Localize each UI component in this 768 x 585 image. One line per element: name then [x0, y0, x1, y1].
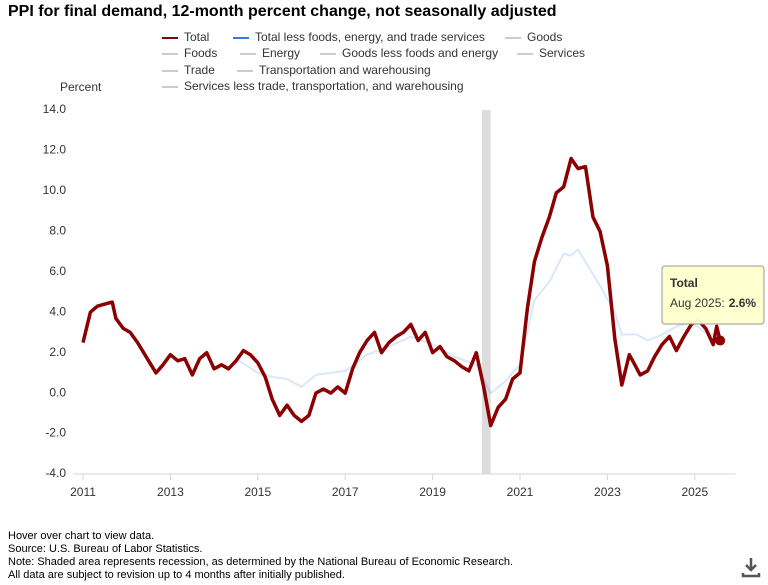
legend-label: Services	[539, 46, 585, 60]
hover-marker	[715, 335, 726, 346]
y-axis-label: Percent	[60, 80, 102, 94]
footnote: Note: Shaded area represents recession, …	[8, 556, 513, 568]
x-tick-label: 2021	[507, 485, 534, 499]
y-tick-label: -4.0	[45, 466, 66, 480]
download-glyph	[741, 558, 761, 578]
x-tick-label: 2011	[70, 485, 96, 499]
recession-band	[481, 110, 491, 474]
tooltip-box	[661, 265, 765, 325]
legend-label: Total less foods, energy, and trade serv…	[255, 30, 485, 44]
series-line	[81, 156, 722, 428]
y-tick-label: 12.0	[43, 143, 67, 157]
footnote: Hover over chart to view data.	[8, 530, 154, 542]
x-tick-label: 2017	[332, 485, 359, 499]
y-tick-label: 10.0	[43, 183, 67, 197]
tooltip-value: 2.6%	[729, 296, 757, 310]
legend-label: Total	[184, 30, 209, 44]
legend-item[interactable]: Energy	[240, 46, 300, 60]
y-tick-label: 2.0	[49, 345, 66, 359]
legend-label: Transportation and warehousing	[259, 63, 431, 77]
legend-item[interactable]: Trade	[162, 63, 215, 77]
legend-label: Goods less foods and energy	[342, 46, 498, 60]
legend-item[interactable]: Services less trade, transportation, and…	[162, 79, 464, 93]
y-tick-label: -2.0	[45, 426, 66, 440]
legend-label: Services less trade, transportation, and…	[184, 79, 464, 93]
footnote: All data are subject to revision up to 4…	[8, 569, 345, 581]
x-tick-label: 2019	[419, 485, 446, 499]
legend-item[interactable]: Total less foods, energy, and trade serv…	[233, 30, 485, 44]
legend-item[interactable]: Transportation and warehousing	[237, 63, 431, 77]
legend-item[interactable]: Goods	[505, 30, 562, 44]
y-tick-label: 4.0	[49, 304, 66, 318]
x-tick-label: 2015	[244, 485, 271, 499]
tooltip-date: Aug 2025:	[670, 296, 725, 310]
footnote: Source: U.S. Bureau of Labor Statistics.	[8, 543, 202, 555]
x-tick-label: 2023	[594, 485, 621, 499]
download-icon[interactable]	[740, 556, 762, 578]
x-tick-label: 2025	[681, 485, 708, 499]
x-tick-label: 2013	[157, 485, 184, 499]
legend-label: Foods	[184, 46, 217, 60]
legend-label: Trade	[184, 63, 215, 77]
legend-item[interactable]: Foods	[162, 46, 217, 60]
legend-item[interactable]: Goods less foods and energy	[320, 46, 498, 60]
chart-title: PPI for final demand, 12-month percent c…	[8, 3, 557, 20]
y-tick-label: 8.0	[49, 224, 66, 238]
y-tick-label: 6.0	[49, 264, 66, 278]
y-tick-label: 14.0	[43, 102, 67, 116]
tooltip-title: Total	[670, 276, 698, 290]
tooltip-text: Aug 2025: 2.6%	[670, 296, 756, 310]
legend-item[interactable]: Services	[517, 46, 585, 60]
legend-item[interactable]: Total	[162, 30, 209, 44]
tooltip: Total Aug 2025: 2.6%	[661, 265, 765, 325]
legend-label: Energy	[262, 46, 300, 60]
y-tick-label: 0.0	[49, 385, 66, 399]
legend-label: Goods	[527, 30, 562, 44]
